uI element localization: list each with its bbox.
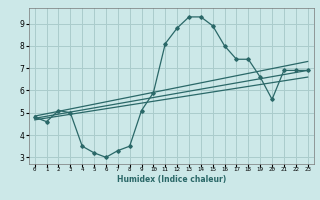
X-axis label: Humidex (Indice chaleur): Humidex (Indice chaleur) xyxy=(116,175,226,184)
